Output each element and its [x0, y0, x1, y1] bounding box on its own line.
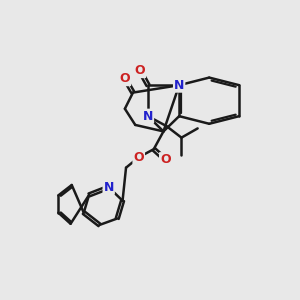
Text: N: N	[143, 110, 153, 123]
Text: N: N	[103, 181, 114, 194]
Text: O: O	[120, 72, 130, 85]
Text: O: O	[160, 153, 171, 166]
Text: O: O	[134, 151, 144, 164]
Text: O: O	[135, 64, 145, 77]
Text: N: N	[174, 79, 184, 92]
